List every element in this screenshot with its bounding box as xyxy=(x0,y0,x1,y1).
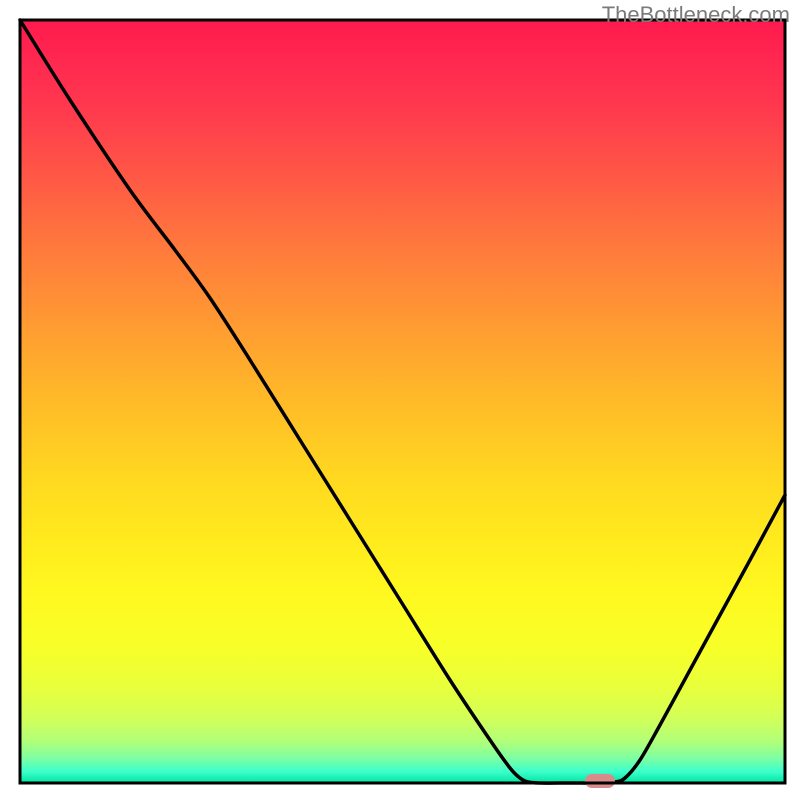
bottleneck-chart xyxy=(0,0,800,800)
plot-background xyxy=(20,20,785,783)
chart-container: TheBottleneck.com xyxy=(0,0,800,800)
bottleneck-marker xyxy=(585,774,615,788)
